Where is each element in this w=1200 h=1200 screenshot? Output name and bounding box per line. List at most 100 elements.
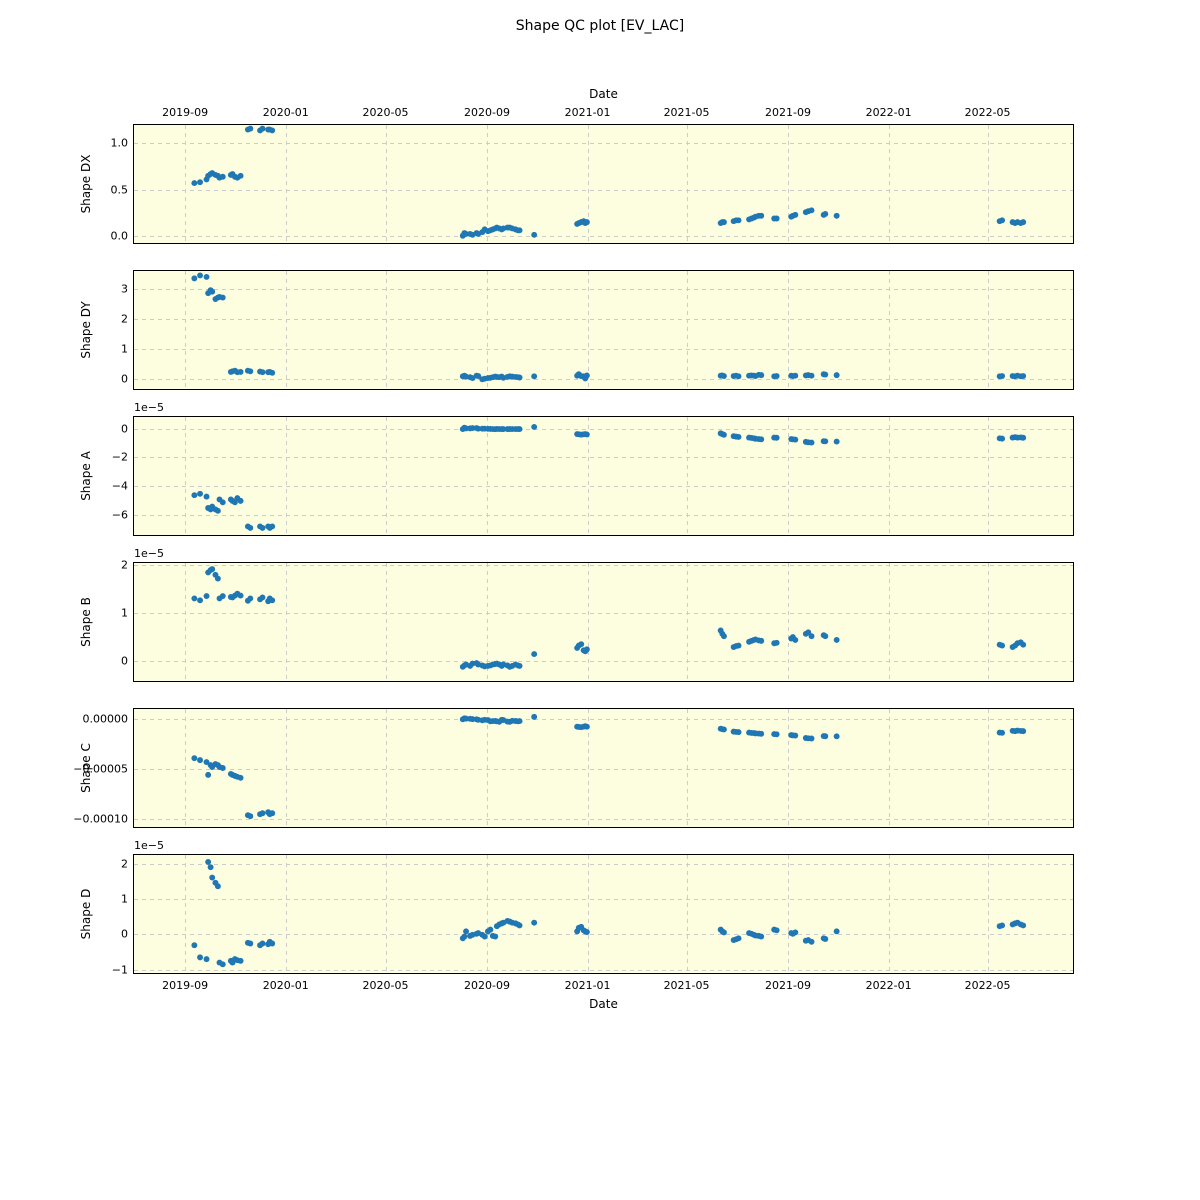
data-point (238, 369, 244, 375)
data-point (792, 437, 798, 443)
data-point (834, 439, 840, 445)
data-point (584, 646, 590, 652)
data-point (204, 956, 210, 962)
data-point (584, 929, 590, 935)
data-point (822, 438, 828, 444)
data-point (809, 633, 815, 639)
data-point (1020, 219, 1026, 225)
data-point (999, 643, 1005, 649)
xtick-label-top: 2022-05 (965, 106, 1011, 125)
ytick-label: 1 (121, 343, 134, 356)
data-point (191, 180, 197, 186)
data-point (822, 633, 828, 639)
panel-shape-dy: Shape DY0123 (133, 270, 1074, 390)
data-point (736, 935, 742, 941)
scatter-points (134, 417, 1073, 535)
data-point (461, 934, 467, 940)
data-point (463, 928, 469, 934)
data-point (269, 370, 275, 376)
x-axis-label-bottom: Date (589, 973, 618, 1011)
panel-shape-a: Shape A1e−5−6−4−20 (133, 416, 1074, 536)
data-point (238, 593, 244, 599)
data-point (238, 775, 244, 781)
data-point (758, 436, 764, 442)
data-point (482, 934, 488, 940)
data-point (1020, 923, 1026, 929)
data-point (197, 954, 203, 960)
y-axis-label: Shape D (79, 889, 93, 940)
data-point (247, 525, 253, 531)
data-point (531, 373, 537, 379)
data-point (197, 597, 203, 603)
figure-title: Shape QC plot [EV_LAC] (0, 18, 1200, 34)
data-point (999, 436, 1005, 442)
data-point (208, 864, 214, 870)
data-point (260, 810, 266, 816)
ytick-label: 0.00000 (83, 713, 135, 726)
data-point (205, 772, 211, 778)
data-point (215, 883, 221, 889)
data-point (774, 927, 780, 933)
ytick-label: 0 (121, 928, 134, 941)
data-point (774, 640, 780, 646)
data-point (822, 936, 828, 942)
data-point (260, 126, 266, 132)
ytick-label: −4 (112, 480, 134, 493)
data-point (999, 923, 1005, 929)
data-point (1020, 373, 1026, 379)
xtick-label-top: 2021-09 (765, 106, 811, 125)
ytick-label: 0 (121, 655, 134, 668)
data-point (721, 929, 727, 935)
data-point (517, 426, 523, 432)
data-point (736, 729, 742, 735)
data-point (809, 939, 815, 945)
data-point (260, 941, 266, 947)
ytick-label: 3 (121, 283, 134, 296)
data-point (191, 492, 197, 498)
data-point (517, 923, 523, 929)
data-point (215, 508, 221, 514)
data-point (220, 961, 226, 967)
data-point (247, 368, 253, 374)
data-point (191, 595, 197, 601)
data-point (204, 593, 210, 599)
data-point (758, 213, 764, 219)
data-point (260, 369, 266, 375)
ytick-label: −0.00010 (73, 813, 134, 826)
data-point (809, 440, 815, 446)
data-point (721, 432, 727, 438)
x-axis-label-top: Date (589, 87, 618, 125)
data-point (220, 593, 226, 599)
data-point (758, 731, 764, 737)
data-point (220, 295, 226, 301)
scatter-points (134, 563, 1073, 681)
data-point (260, 595, 266, 601)
data-point (197, 491, 203, 497)
data-point (247, 813, 253, 819)
xtick-label-top: 2020-05 (363, 106, 409, 125)
data-point (774, 435, 780, 441)
data-point (238, 173, 244, 179)
data-point (774, 373, 780, 379)
data-point (834, 928, 840, 934)
data-point (999, 730, 1005, 736)
panel-shape-b: Shape B1e−5012 (133, 562, 1074, 682)
scatter-points (134, 709, 1073, 827)
xtick-label-top: 2022-01 (866, 106, 912, 125)
data-point (1020, 728, 1026, 734)
y-axis-label: Shape DY (79, 301, 93, 358)
ytick-label: 1 (121, 893, 134, 906)
data-point (269, 597, 275, 603)
data-point (492, 934, 498, 940)
y-axis-exponent: 1e−5 (134, 547, 164, 560)
data-point (809, 373, 815, 379)
ytick-label: 0 (121, 373, 134, 386)
data-point (517, 375, 523, 381)
data-point (736, 373, 742, 379)
data-point (792, 212, 798, 218)
data-point (260, 525, 266, 531)
ytick-label: 1 (121, 607, 134, 620)
ytick-label: 2 (121, 559, 134, 572)
data-point (209, 875, 215, 881)
ytick-label: −0.00005 (73, 763, 134, 776)
